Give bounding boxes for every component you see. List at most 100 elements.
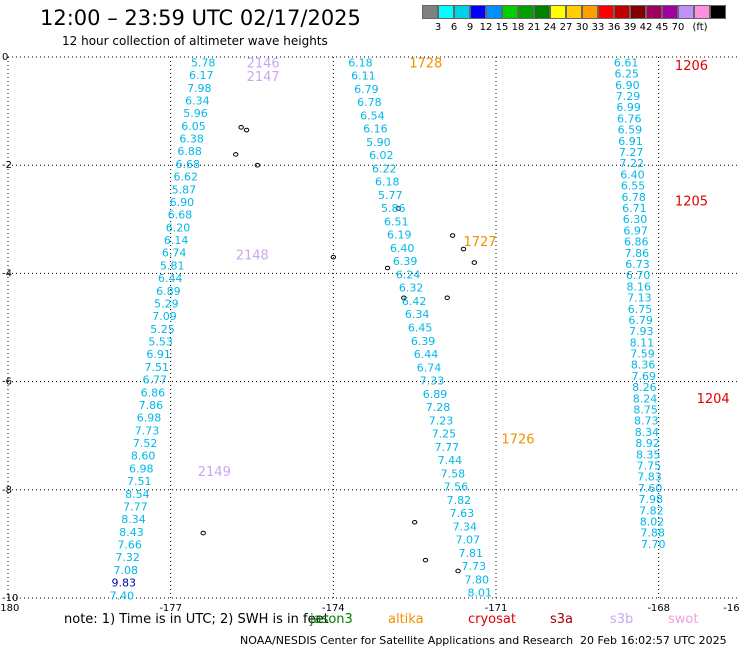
wave-height-value: 6.02 [369,149,394,162]
wave-height-value: 6.05 [181,120,206,133]
generated-timestamp: 20 Feb 16:02:57 UTC 2025 [580,634,727,647]
wave-height-value: 8.92 [635,437,660,450]
wave-height-value: 8.26 [632,381,657,394]
island [200,530,206,536]
wave-height-value: 6.79 [628,314,653,327]
wave-height-value: 6.74 [417,361,442,374]
x-tick-label: -171 [485,603,508,614]
colorbar-swatch [486,5,502,19]
wave-height-value: 5.86 [381,202,406,215]
pass-number-label: 2148 [236,248,269,263]
legend-sat-jason3: jason3 [310,612,353,627]
wave-height-value: 7.56 [444,481,469,494]
wave-height-value: 7.86 [625,247,650,260]
wave-height-value: 6.75 [628,303,653,316]
wave-height-value: 8.11 [630,336,655,349]
colorbar-swatch [678,5,694,19]
wave-height-value: 6.44 [158,272,183,285]
wave-height-value: 8.24 [633,392,658,405]
pass-number-label: 2146 [247,56,280,71]
wave-height-value: 6.59 [618,124,643,137]
island [243,127,250,133]
wave-height-value: 7.40 [110,589,135,602]
wave-height-value: 7.98 [187,82,212,95]
colorbar-swatch [598,5,614,19]
footnote: note: 1) Time is in UTC; 2) SWH is in fe… [64,612,329,627]
wave-height-value: 9.83 [112,577,137,590]
colorbar-label: 39 [623,22,637,33]
wave-height-value: 7.60 [638,482,663,495]
island [384,265,391,271]
wave-height-value: 6.51 [384,215,409,228]
colorbar-swatch [614,5,630,19]
colorbar-swatch [550,5,566,19]
wave-height-value: 6.19 [387,229,412,242]
legend-sat-cryosat: cryosat [468,612,516,627]
y-tick-label: 0 [2,52,8,63]
wave-height-value: 7.81 [459,547,484,560]
wave-height-value: 6.86 [141,386,166,399]
island [401,295,407,301]
wave-height-value: 6.73 [625,258,650,271]
wave-height-value: 6.68 [175,158,200,171]
wave-height-value: 6.25 [615,68,640,81]
colorbar-label: 21 [527,22,541,33]
wave-height-value: 7.23 [429,414,454,427]
wave-height-value: 7.69 [632,370,657,383]
wave-height-value: 5.77 [378,189,403,202]
wave-height-value: 8.02 [640,516,665,529]
legend-sat-s3b: s3b [610,612,634,627]
wave-height-value: 8.36 [631,359,656,372]
wave-height-value: 7.34 [453,520,478,533]
y-tick-label: -2 [2,160,12,171]
wave-height-value: 6.34 [185,94,210,107]
wave-height-value: 7.75 [637,460,662,473]
legend-sat-altika: altika [388,612,424,627]
pass-number-label: 1206 [675,59,708,74]
wave-height-value: 6.30 [623,213,648,226]
wave-height-value: 7.51 [127,475,152,488]
colorbar-label: 18 [511,22,525,33]
pass-number-label: 1728 [409,56,442,71]
wave-height-value: 6.71 [622,202,647,215]
wave-height-value: 5.29 [154,297,179,310]
pass-number-label: 1204 [697,392,730,407]
colorbar-swatch [454,5,470,19]
wave-height-value: 7.70 [641,538,666,551]
wave-height-value: 6.22 [372,162,397,175]
wave-height-value: 7.86 [139,399,164,412]
wave-height-value: 5.90 [366,136,391,149]
wave-height-value: 7.08 [113,564,138,577]
wave-height-value: 7.88 [640,527,665,540]
wave-height-value: 6.40 [620,168,645,181]
island [411,519,418,525]
wave-height-value: 6.17 [189,69,214,82]
wave-height-value: 7.44 [438,454,463,467]
wave-height-value: 7.77 [123,500,148,513]
wave-height-value: 6.78 [621,191,646,204]
colorbar-label: 24 [543,22,557,33]
wave-height-value: 8.60 [131,450,156,463]
y-tick-label: -4 [2,268,12,279]
wave-height-value: 5.81 [160,259,185,272]
wave-height-value: 5.87 [172,183,197,196]
colorbar-label: (ft) [692,22,708,33]
wave-height-value: 6.91 [146,348,171,361]
wave-height-value: 6.42 [402,295,427,308]
colorbar-label: 33 [591,22,605,33]
wave-height-value: 6.24 [396,268,421,281]
colorbar-swatch [694,5,710,19]
wave-height-value: 7.28 [426,401,451,414]
wave-height-value: 8.34 [121,513,146,526]
wave-height-value: 7.25 [432,428,457,441]
wave-height-value: 6.18 [348,56,373,69]
legend-sat-swot: swot [668,612,699,627]
pass-number-label: 1726 [501,432,534,447]
wave-height-value: 6.32 [399,282,424,295]
wave-height-value: 7.33 [420,375,445,388]
wave-height-value: 6.97 [623,224,648,237]
wave-height-value: 7.07 [456,534,481,547]
wave-height-value: 6.34 [405,308,430,321]
wave-height-value: 7.09 [152,310,177,323]
